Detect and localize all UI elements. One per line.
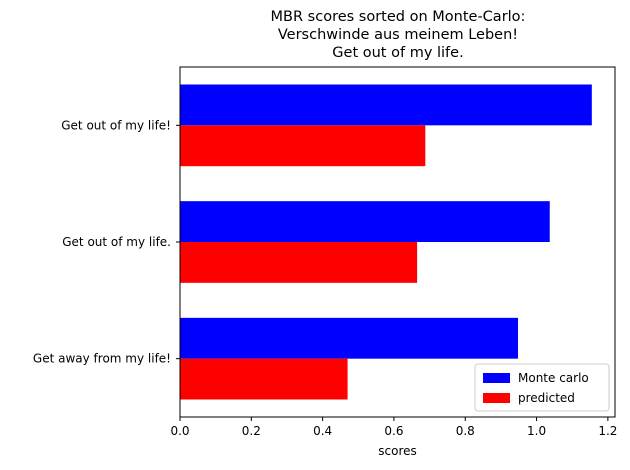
plot-frame <box>179 66 616 418</box>
x-tick-label: 1.2 <box>598 424 617 438</box>
x-tick-label: 1.0 <box>527 424 546 438</box>
chart-title-line-3: Get out of my life. <box>332 45 463 61</box>
legend-label-predicted: predicted <box>518 391 575 405</box>
y-axis: Get out of my life! Get out of my life. Ge… <box>33 118 180 366</box>
bar-predicted-2 <box>180 358 348 400</box>
y-tick-label: Get away from my life! <box>33 352 171 366</box>
legend: Monte carlo predicted <box>474 363 610 412</box>
x-tick-label: 0.6 <box>384 424 403 438</box>
legend-label-monte-carlo: Monte carlo <box>518 371 589 385</box>
bar-predicted-0 <box>180 125 426 167</box>
bar-monte-carlo-2 <box>180 317 519 359</box>
bar-monte-carlo-1 <box>180 201 550 242</box>
x-tick-label: 0.0 <box>170 424 189 438</box>
chart-title-line-1: MBR scores sorted on Monte-Carlo: <box>271 9 526 25</box>
chart-title: MBR scores sorted on Monte-Carlo: Versch… <box>271 9 526 61</box>
legend-swatch-predicted <box>483 393 510 403</box>
x-axis-label: scores <box>378 444 417 458</box>
y-tick-label: Get out of my life! <box>61 118 171 132</box>
x-tick-label: 0.4 <box>313 424 332 438</box>
y-tick-label: Get out of my life. <box>62 235 171 249</box>
bars-layer <box>180 84 592 400</box>
legend-swatch-monte-carlo <box>483 373 510 383</box>
bar-predicted-1 <box>180 242 418 283</box>
x-axis: 0.0 0.2 0.4 0.6 0.8 1.0 1.2 <box>170 417 617 438</box>
bar-monte-carlo-0 <box>180 84 592 126</box>
x-tick-label: 0.8 <box>456 424 475 438</box>
x-tick-label: 0.2 <box>242 424 261 438</box>
chart-title-line-2: Verschwinde aus meinem Leben! <box>278 27 518 43</box>
